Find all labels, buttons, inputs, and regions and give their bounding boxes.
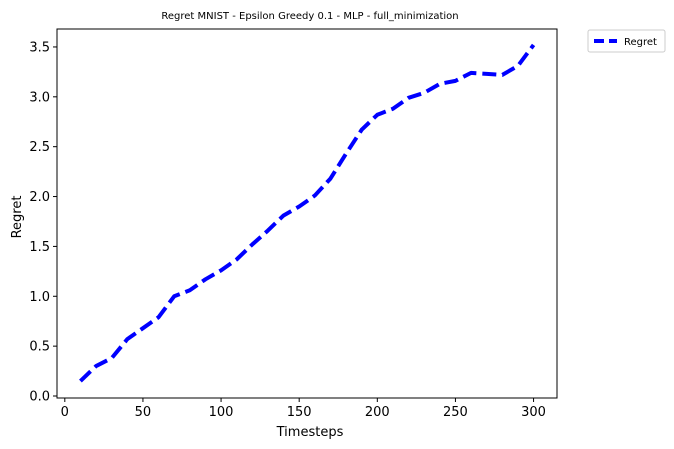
- legend-label-regret: Regret: [624, 37, 657, 48]
- y-tick-label: 0.5: [29, 340, 50, 355]
- series-points-regret: [80, 44, 534, 382]
- y-tick-label: 3.5: [29, 40, 50, 55]
- series-line-regret: [79, 43, 536, 383]
- y-tick-label: 3.0: [29, 90, 50, 105]
- legend-box: [587, 29, 666, 53]
- x-axis-label: Timesteps: [276, 425, 344, 440]
- y-tick-label: 2.5: [29, 140, 50, 155]
- legend: Regret: [587, 29, 666, 53]
- y-tick-label: 2.0: [29, 190, 50, 205]
- x-tick-label: 300: [521, 405, 546, 420]
- x-tick-label: 250: [443, 405, 468, 420]
- x-tick-label: 100: [209, 405, 234, 420]
- y-axis: 0.0 0.5 1.0 1.5 2.0 2.5 3.0 3.5: [29, 40, 57, 405]
- y-axis-label: Regret: [10, 196, 25, 239]
- plot-frame: [56, 28, 558, 399]
- y-tick-label: 1.0: [29, 290, 50, 305]
- x-tick-label: 200: [365, 405, 390, 420]
- x-tick-label: 150: [287, 405, 312, 420]
- x-tick-label: 0: [61, 405, 69, 420]
- chart-title: Regret MNIST - Epsilon Greedy 0.1 - MLP …: [161, 11, 458, 22]
- y-tick-label: 0.0: [29, 390, 50, 405]
- x-axis: 0 50 100 150 200 250 300: [61, 398, 546, 420]
- plot-area: [56, 28, 558, 399]
- x-tick-label: 50: [135, 405, 152, 420]
- y-tick-label: 1.5: [29, 240, 50, 255]
